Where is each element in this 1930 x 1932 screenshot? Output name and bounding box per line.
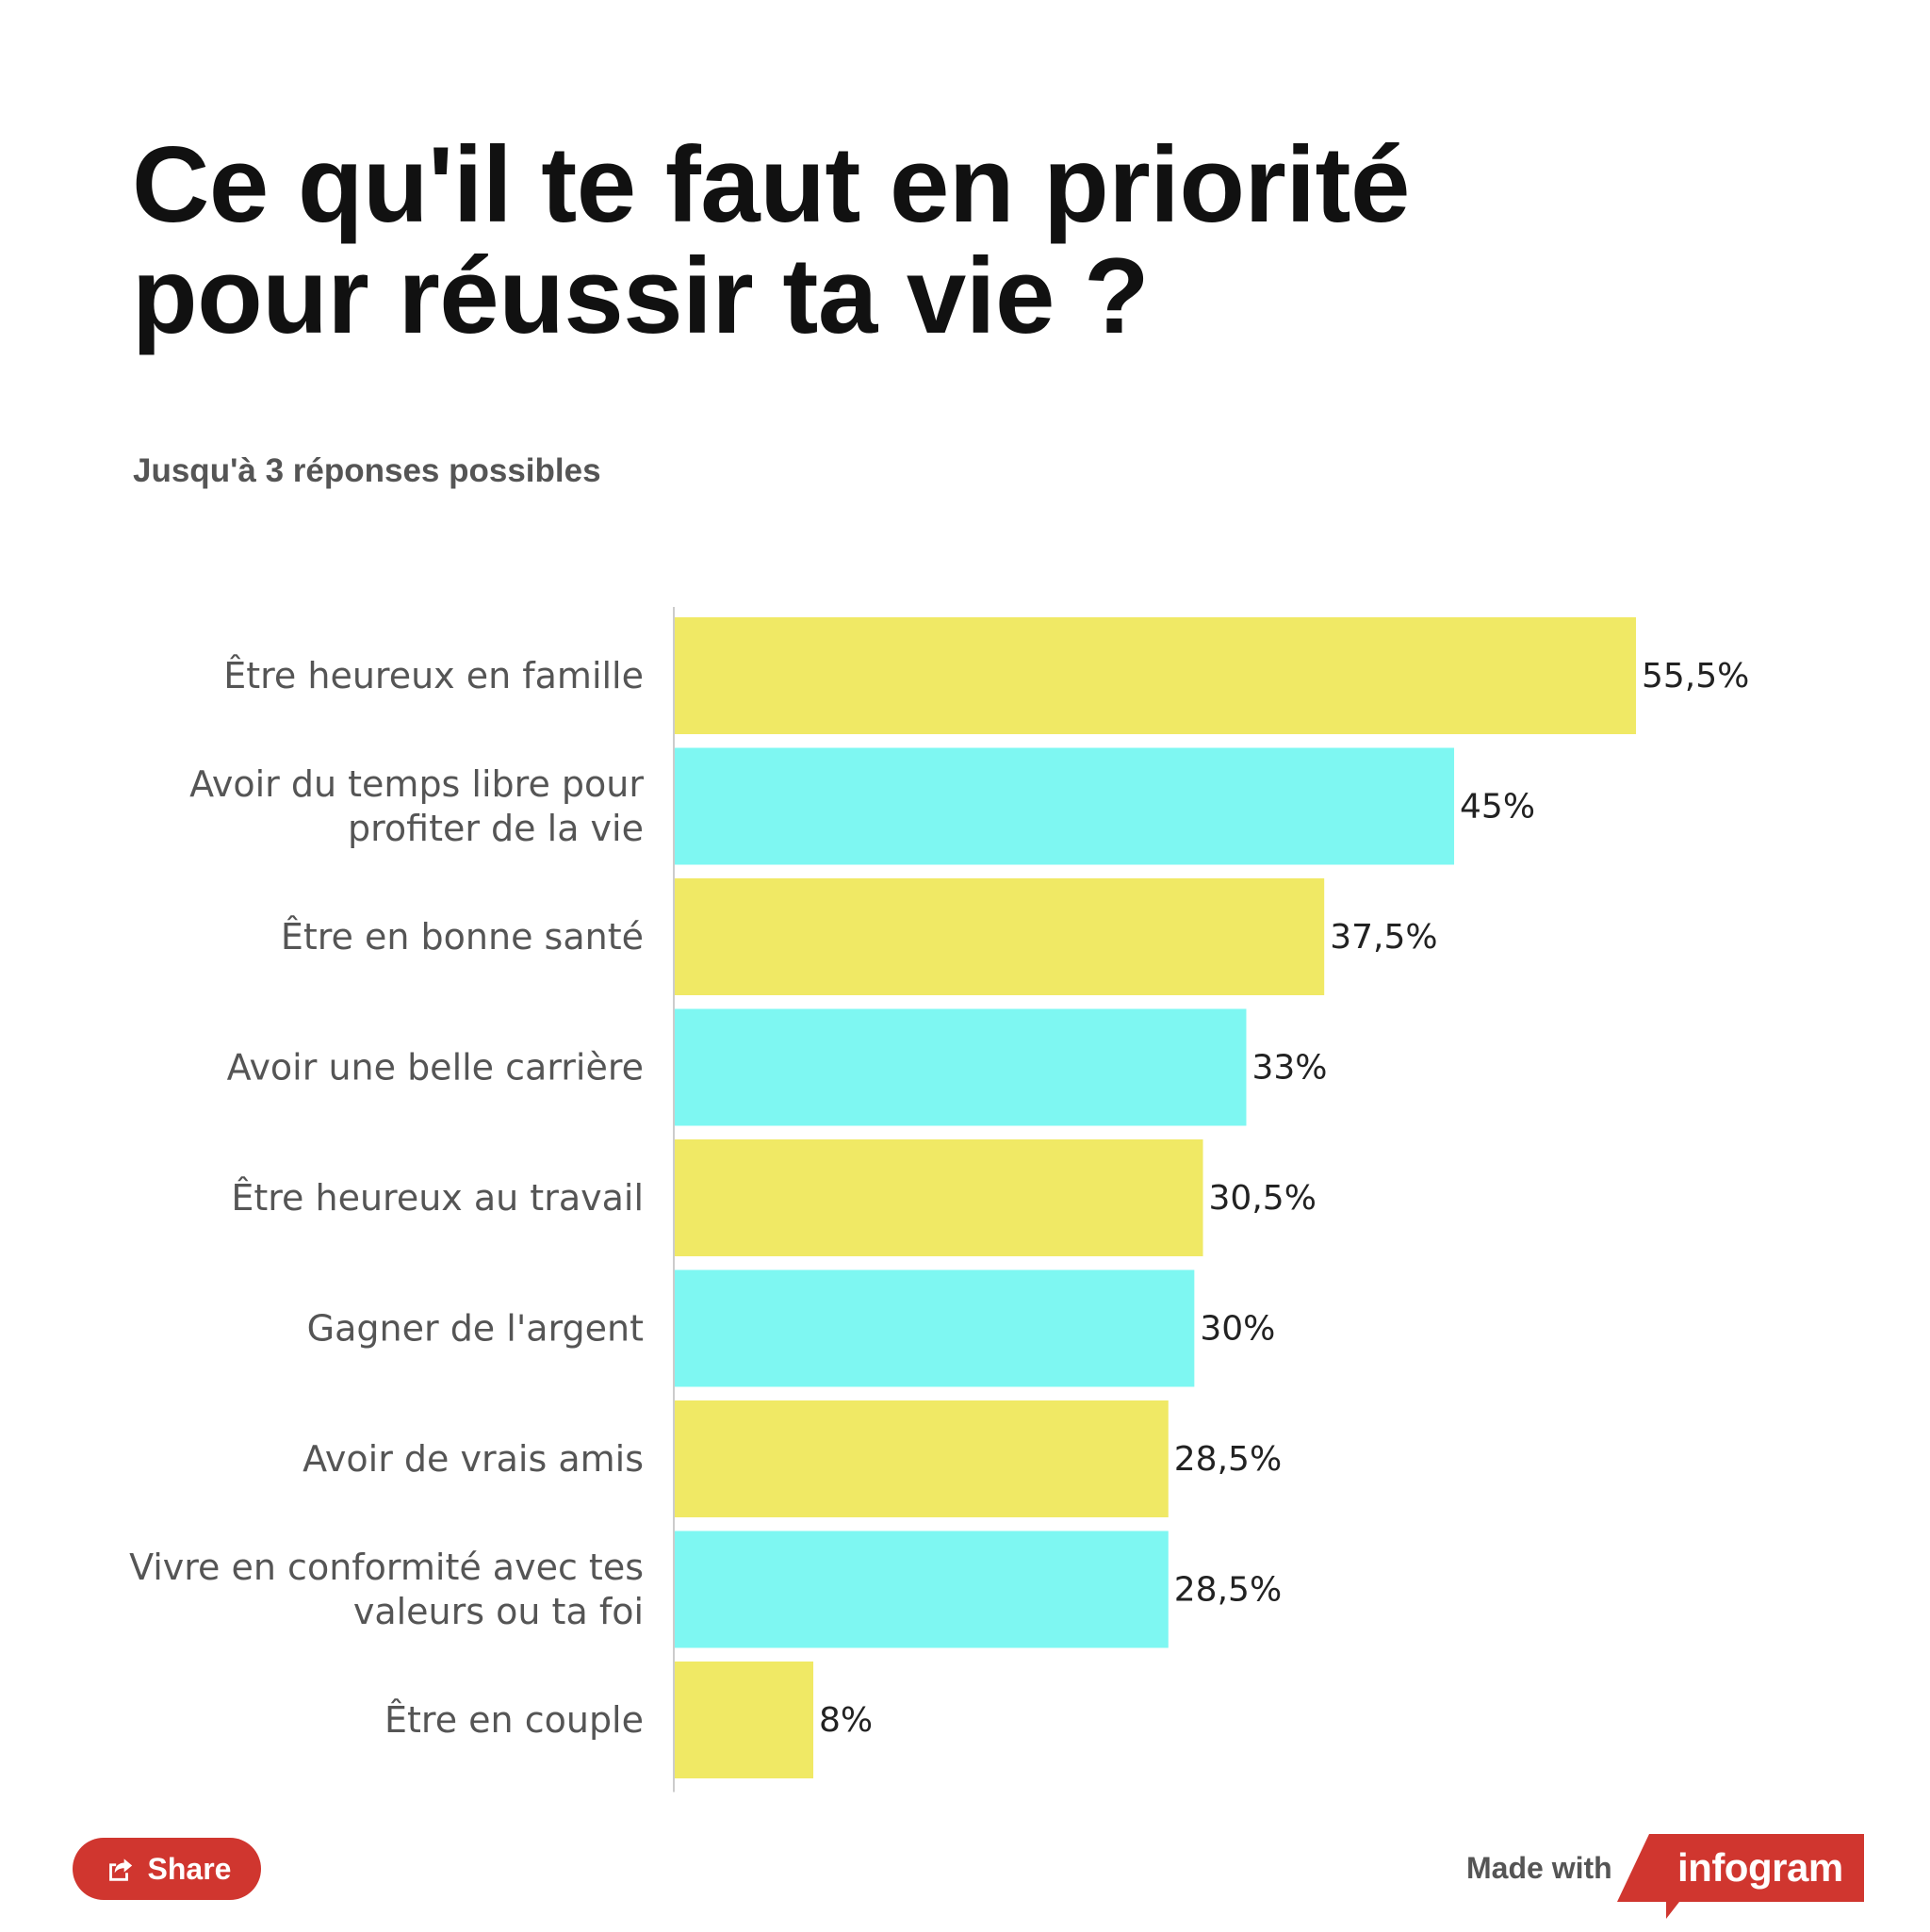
share-icon bbox=[108, 1858, 132, 1881]
bar[interactable] bbox=[675, 617, 1636, 734]
category-label: Vivre en conformité avec tes bbox=[129, 1547, 644, 1588]
category-label: Gagner de l'argent bbox=[307, 1308, 644, 1350]
category-label: Avoir une belle carrière bbox=[227, 1047, 644, 1089]
value-label: 30,5% bbox=[1209, 1179, 1317, 1218]
value-label: 45% bbox=[1460, 788, 1535, 827]
chart-subtitle: Jusqu'à 3 réponses possibles bbox=[133, 452, 601, 489]
share-label: Share bbox=[147, 1851, 232, 1886]
infogram-brand-text[interactable]: infogram bbox=[1677, 1845, 1843, 1890]
value-label: 30% bbox=[1200, 1310, 1275, 1349]
bar[interactable] bbox=[675, 1269, 1195, 1387]
category-label: Être en couple bbox=[384, 1699, 644, 1741]
category-label: Avoir de vrais amis bbox=[303, 1438, 644, 1480]
value-label: 8% bbox=[819, 1701, 873, 1740]
bar-chart: 55,5% Être heureux en famille 45% Avoir du … bbox=[129, 607, 1749, 1793]
category-label: profiter de la vie bbox=[348, 808, 644, 849]
category-label: valeurs ou ta foi bbox=[353, 1591, 644, 1632]
bar[interactable] bbox=[675, 1139, 1203, 1256]
category-label: Avoir du temps libre pour bbox=[189, 763, 644, 805]
value-label: 28,5% bbox=[1174, 1571, 1282, 1610]
bar[interactable] bbox=[675, 1531, 1169, 1648]
value-label: 37,5% bbox=[1330, 918, 1437, 957]
chart-title: Ce qu'il te faut en priorité pour réussi… bbox=[132, 125, 1410, 356]
bar[interactable] bbox=[675, 747, 1455, 865]
category-label: Être en bonne santé bbox=[281, 916, 644, 958]
value-label: 33% bbox=[1251, 1049, 1327, 1088]
bar[interactable] bbox=[675, 1008, 1247, 1126]
made-with-label: Made with bbox=[1466, 1851, 1612, 1885]
share-button[interactable]: Share bbox=[73, 1838, 261, 1900]
category-label: Être heureux en famille bbox=[223, 655, 644, 696]
value-label: 28,5% bbox=[1174, 1440, 1282, 1479]
bar[interactable] bbox=[675, 878, 1325, 995]
category-label: Être heureux au travail bbox=[231, 1177, 644, 1219]
bar[interactable] bbox=[675, 1662, 814, 1778]
value-label: 55,5% bbox=[1642, 657, 1749, 696]
infogram-logo[interactable] bbox=[1617, 1834, 1864, 1919]
bar[interactable] bbox=[675, 1400, 1169, 1517]
